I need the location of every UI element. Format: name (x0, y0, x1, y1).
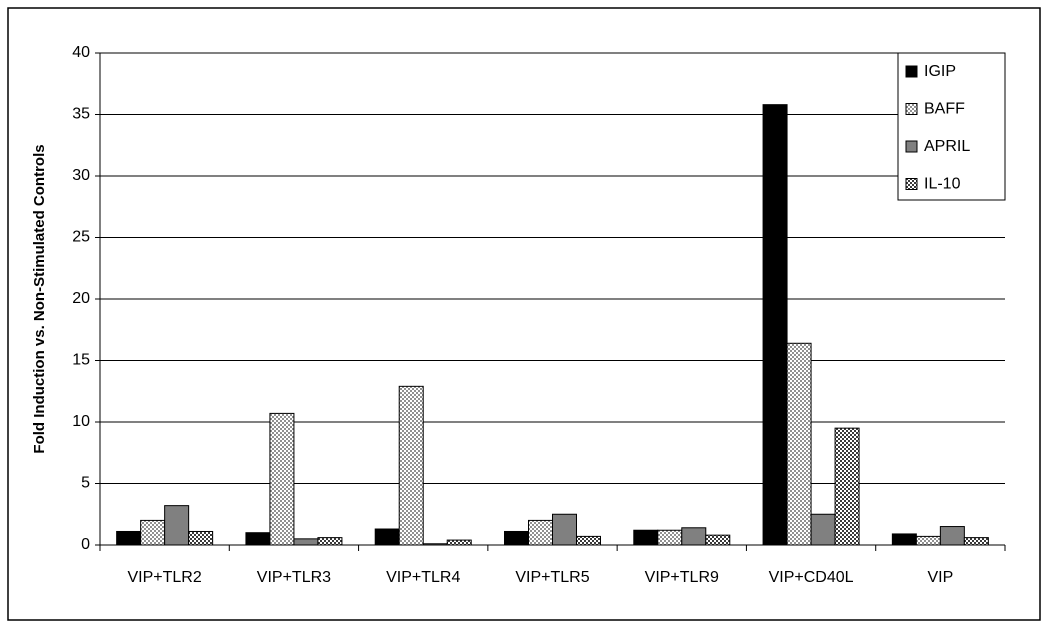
x-tick-label: VIP (927, 569, 953, 586)
bar (528, 519, 553, 546)
bar (657, 529, 683, 546)
y-tick-label: 35 (72, 106, 90, 123)
y-tick-label: 5 (81, 475, 90, 492)
x-tick-label: VIP+TLR4 (386, 569, 460, 586)
bar (140, 519, 166, 546)
bar (552, 513, 577, 546)
bar (834, 427, 860, 546)
bar (681, 527, 707, 546)
legend-swatch (905, 178, 918, 190)
bar (576, 535, 601, 546)
y-tick-label: 25 (72, 229, 90, 246)
bar (786, 342, 812, 546)
y-tick-label: 10 (72, 413, 90, 430)
bar (762, 104, 788, 546)
bar (939, 526, 965, 546)
bar (245, 532, 271, 546)
bar (374, 528, 400, 546)
bar (810, 513, 836, 546)
y-axis-title: Fold Induction vs. Non-Stimulated Contro… (31, 144, 48, 453)
x-tick-label: VIP+TLR2 (128, 569, 202, 586)
bar (422, 543, 448, 546)
bar (269, 412, 295, 546)
bar (398, 385, 424, 546)
y-tick-label: 40 (72, 44, 90, 61)
legend-swatch (905, 140, 918, 153)
bar (446, 539, 472, 546)
legend-label: APRIL (924, 138, 970, 155)
bar (188, 530, 214, 546)
bar (293, 538, 319, 546)
y-tick-label: 0 (81, 536, 90, 553)
x-tick-label: VIP+TLR9 (645, 569, 719, 586)
bar (317, 537, 343, 546)
y-tick-label: 30 (72, 167, 90, 184)
bar (915, 535, 941, 546)
legend-label: BAFF (924, 101, 965, 118)
bar (116, 530, 142, 546)
x-tick-label: VIP+CD40L (769, 569, 854, 586)
y-tick-label: 15 (72, 352, 90, 369)
bar (633, 529, 659, 546)
x-tick-label: VIP+TLR5 (515, 569, 589, 586)
bar (164, 505, 190, 546)
x-tick-label: VIP+TLR3 (257, 569, 331, 586)
legend-label: IL-10 (924, 176, 961, 193)
bar (963, 537, 989, 546)
legend-swatch (905, 65, 918, 78)
y-tick-label: 20 (72, 290, 90, 307)
legend-label: IGIP (924, 63, 956, 80)
legend-swatch (905, 103, 918, 115)
bar (705, 534, 731, 546)
bar (504, 530, 529, 546)
bar (891, 533, 917, 546)
